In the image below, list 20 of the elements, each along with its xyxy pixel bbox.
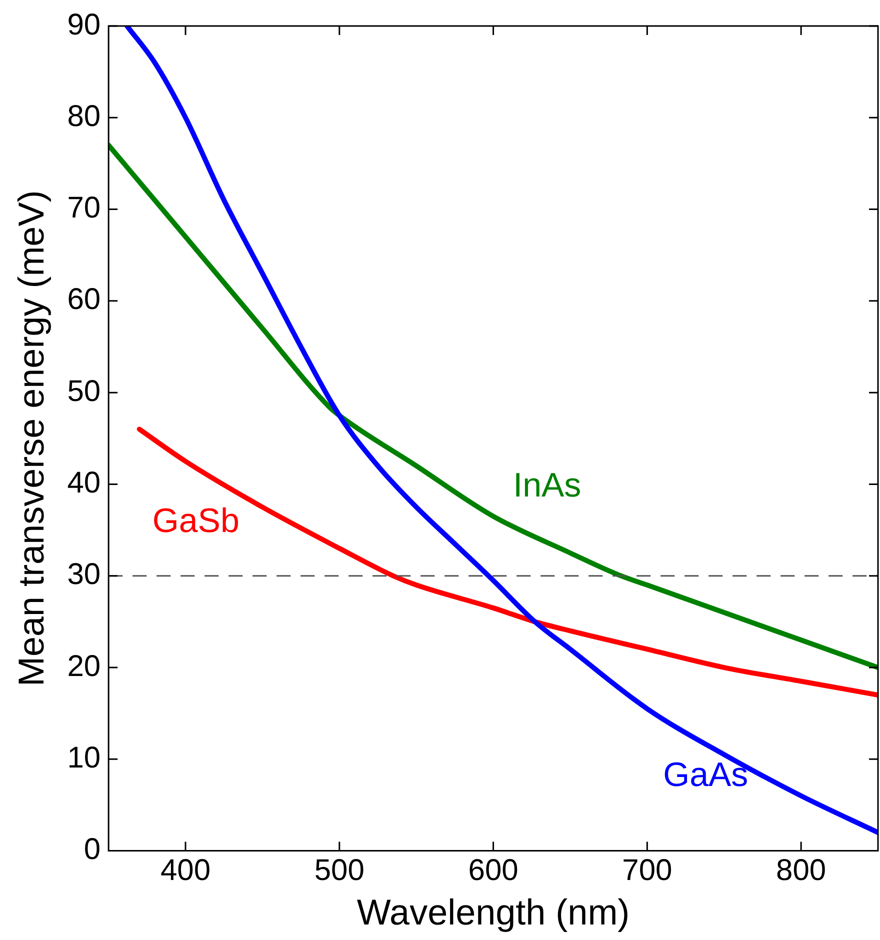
- x-tick-label: 400: [160, 854, 211, 888]
- x-tick-label: 700: [622, 854, 672, 888]
- x-tick-label: 500: [314, 854, 364, 888]
- y-tick-label: 40: [67, 466, 101, 500]
- y-axis-title: Mean transverse energy (meV): [10, 190, 52, 686]
- y-tick-label: 10: [67, 741, 101, 774]
- y-tick-label: 70: [67, 192, 101, 225]
- y-tick-label: 0: [84, 833, 101, 866]
- series-label: InAs: [513, 466, 582, 504]
- x-tick-label: 800: [776, 854, 826, 888]
- y-tick-label: 50: [67, 374, 101, 408]
- y-tick-label: 80: [67, 100, 101, 133]
- series-label: GaAs: [663, 756, 748, 794]
- y-tick-label: 20: [67, 650, 101, 683]
- y-tick-label: 60: [67, 283, 101, 316]
- x-tick-label: 600: [468, 854, 518, 888]
- y-tick-label: 90: [67, 8, 101, 42]
- y-tick-label: 30: [67, 558, 101, 592]
- series-label: GaSb: [152, 502, 240, 540]
- x-axis-title: Wavelength (nm): [356, 891, 630, 932]
